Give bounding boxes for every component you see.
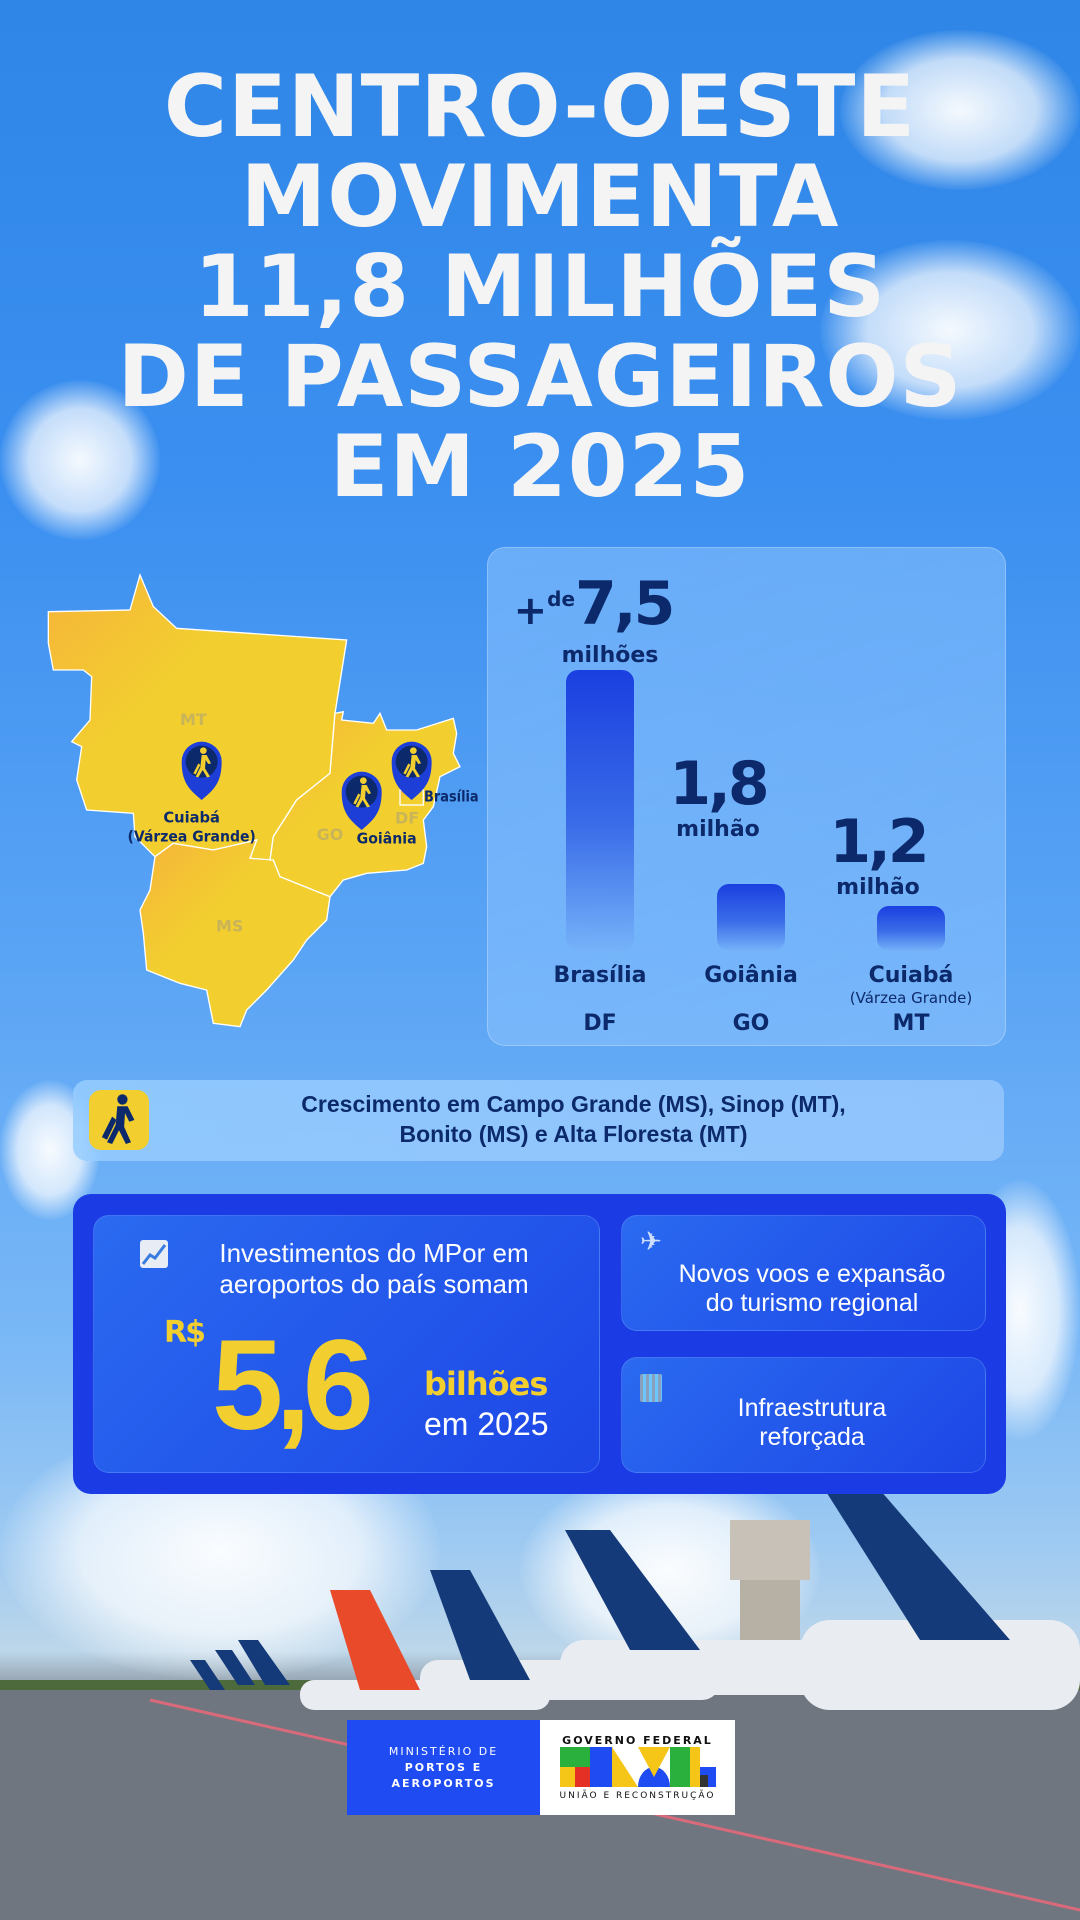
cloud — [840, 30, 1080, 190]
card-text: Infraestrutura — [737, 1394, 887, 1422]
state-label-mt: MT — [180, 710, 207, 729]
traveler-icon — [89, 1090, 149, 1150]
value-label-cuiaba: 1,2 — [829, 807, 929, 877]
unit-label: milhão — [836, 875, 920, 900]
card-text: reforçada — [759, 1423, 865, 1451]
cloud — [820, 240, 1080, 420]
card-text: do turismo regional — [705, 1289, 919, 1317]
logo-bar: MINISTÉRIO DE PORTOS E AEROPORTOS GOVERN… — [347, 1720, 735, 1815]
headline: CENTRO-OESTE MOVIMENTA 11,8 MILHÕES DE P… — [0, 62, 1080, 512]
headline-line: CENTRO-OESTE — [163, 57, 917, 157]
value-label-goiania: 1,8 — [669, 749, 769, 819]
city-sublabel-cuiaba: (Várzea Grande) — [128, 829, 256, 846]
airport-photo — [0, 1490, 1080, 1920]
headline-line: 11,8 MILHÕES — [193, 237, 887, 337]
headline-line: DE PASSAGEIROS — [117, 327, 963, 427]
state-label: DF — [583, 1011, 617, 1036]
airplane-departure-icon: ✈ — [640, 1227, 662, 1257]
headline-line: MOVIMENTA — [240, 147, 840, 247]
growth-banner: Crescimento em Campo Grande (MS), Sinop … — [73, 1080, 1004, 1161]
city-label-brasilia: Brasília — [424, 789, 479, 806]
unit-label: milhão — [676, 817, 760, 842]
state-label: GO — [732, 1011, 770, 1036]
government-logo: GOVERNO FEDERAL UNIÃO E RECONSTRUÇÃO — [540, 1720, 735, 1815]
investment-text: Investimentos do MPor em — [219, 1238, 529, 1268]
value-label-brasilia: +de7,5 — [513, 569, 676, 639]
bar-goiania — [717, 883, 785, 951]
investment-card: Investimentos do MPor em aeroportos do p… — [93, 1215, 600, 1473]
ministry-logo: MINISTÉRIO DE PORTOS E AEROPORTOS — [347, 1720, 540, 1815]
card-text: Novos voos e expansão — [678, 1260, 946, 1288]
investment-text: aeroportos do país somam — [219, 1269, 529, 1299]
currency-label: R$ — [164, 1315, 206, 1350]
card-new-flights: ✈ Novos voos e expansão do turismo regio… — [621, 1215, 986, 1331]
cloud — [0, 380, 160, 540]
state-label-go: GO — [317, 825, 344, 844]
card-infrastructure: Infraestrutura reforçada — [621, 1357, 986, 1473]
building-icon — [640, 1374, 662, 1402]
state-label-ms: MS — [216, 917, 243, 936]
category-label: Goiânia — [704, 963, 798, 988]
investment-period: em 2025 — [424, 1406, 549, 1442]
growth-text: Crescimento em Campo Grande (MS), Sinop … — [301, 1091, 846, 1117]
city-label-cuiaba: Cuiabá — [163, 810, 220, 827]
city-label-goiania: Goiânia — [357, 830, 417, 847]
region-map: MT GO DF MS Cuiabá (Várzea Grande) Goiân… — [47, 572, 479, 1028]
category-sublabel: (Várzea Grande) — [849, 989, 973, 1007]
state-label-df: DF — [395, 808, 419, 827]
investment-unit: bilhões — [424, 1365, 548, 1403]
growth-text: Bonito (MS) e Alta Floresta (MT) — [399, 1121, 748, 1147]
investment-panel: Investimentos do MPor em aeroportos do p… — [73, 1194, 1006, 1494]
state-label: MT — [892, 1011, 930, 1036]
category-label: Cuiabá — [868, 963, 954, 988]
chart-increasing-icon — [140, 1240, 168, 1268]
passenger-chart: +de7,5 milhões 1,8 milhão 1,2 milhão Bra… — [487, 547, 1006, 1046]
headline-line: EM 2025 — [329, 417, 751, 517]
investment-amount: 5,6 — [212, 1314, 374, 1457]
bar-brasilia — [566, 670, 634, 951]
unit-label: milhões — [561, 643, 659, 668]
brasil-wordmark — [559, 1747, 716, 1787]
state-ms — [139, 839, 331, 1028]
bar-cuiaba — [877, 906, 945, 951]
category-label: Brasília — [553, 963, 647, 988]
